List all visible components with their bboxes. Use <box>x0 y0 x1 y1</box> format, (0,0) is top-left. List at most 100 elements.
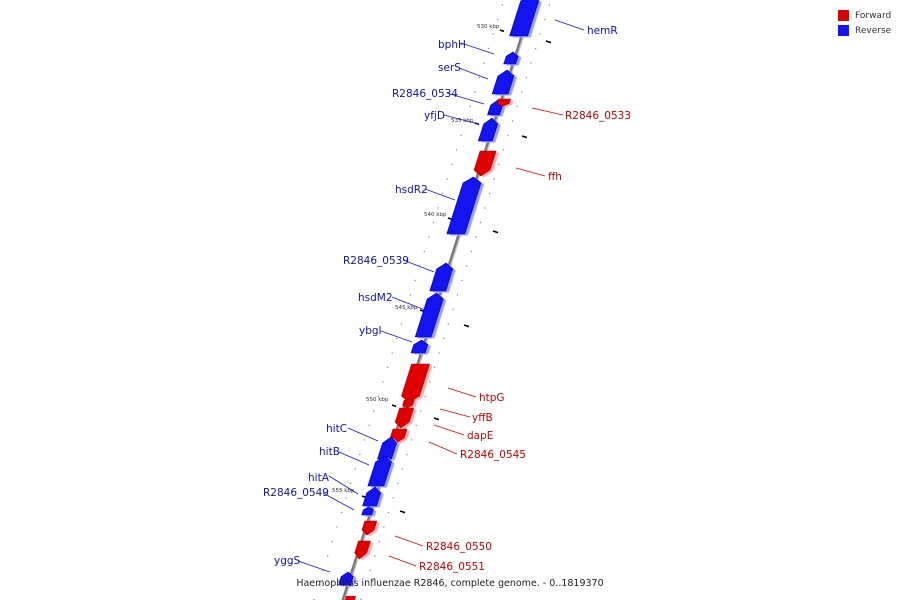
gene-leader-line <box>297 560 331 573</box>
gene-arrow-hsdR2[interactable] <box>446 176 482 235</box>
gene-leader-line <box>338 451 370 466</box>
minor-tick <box>483 62 485 64</box>
scale-tick <box>492 230 499 234</box>
gene-label-hsdM2[interactable]: hsdM2 <box>358 292 393 304</box>
gene-leader-line <box>380 330 413 343</box>
gene-leader-line <box>322 492 355 511</box>
gene-label-hitC[interactable]: hitC <box>326 423 347 435</box>
minor-tick <box>423 250 425 253</box>
minor-tick <box>400 323 402 325</box>
gene-label-yggS[interactable]: yggS <box>274 555 301 567</box>
scale-tick <box>521 135 528 139</box>
scale-tick <box>399 510 406 514</box>
gene-label-hitB[interactable]: hitB <box>319 446 340 458</box>
map-caption: Haemophilus influenzae R2846, complete g… <box>296 578 604 589</box>
scale-tick <box>433 417 440 421</box>
minor-tick <box>475 236 477 238</box>
gene-arrow-R2846_0539[interactable] <box>429 262 454 292</box>
minor-tick <box>446 178 448 180</box>
minor-tick <box>359 453 361 456</box>
minor-tick <box>387 511 390 514</box>
gene-leader-line <box>347 427 379 442</box>
gene-label-hemR[interactable]: hemR <box>587 25 618 37</box>
legend-item-reverse: Reverse <box>838 23 891 38</box>
gene-label-yfjD[interactable]: yfjD <box>424 110 445 122</box>
minor-tick <box>377 395 380 398</box>
gene-label-serS[interactable]: serS <box>438 62 461 74</box>
minor-tick <box>363 439 366 441</box>
gene-leader-line <box>394 535 424 547</box>
minor-tick <box>350 482 352 485</box>
gene-label-R2846_0539[interactable]: R2846_0539 <box>343 255 409 267</box>
scale-tick-label: 550 kbp <box>366 397 389 403</box>
gene-arrow-hemR[interactable] <box>509 0 540 37</box>
gene-arrow-hitB[interactable] <box>367 455 392 487</box>
gene-arrow-bphH[interactable] <box>503 51 519 65</box>
gene-arrow-R2846_0549[interactable] <box>361 506 374 516</box>
gene-arrow-R2846_0533[interactable] <box>496 98 512 107</box>
minor-tick <box>401 468 404 470</box>
gene-leader-line <box>402 259 435 273</box>
gene-leader-line <box>446 92 485 105</box>
gene-arrow-yfjD[interactable] <box>477 117 499 142</box>
gene-label-hitA[interactable]: hitA <box>308 472 330 484</box>
minor-tick <box>409 294 412 296</box>
gene-label-bphH[interactable]: bphH <box>438 39 466 51</box>
gene-leader-line <box>447 387 477 398</box>
minor-tick <box>441 192 444 195</box>
minor-tick <box>479 221 482 224</box>
minor-tick <box>460 134 462 137</box>
gene-arrow-hitA[interactable] <box>362 486 382 507</box>
minor-tick <box>511 120 514 122</box>
gene-arrow-R2846_0550[interactable] <box>361 520 378 536</box>
gene-label-R2846_0534[interactable]: R2846_0534 <box>392 88 458 100</box>
minor-tick <box>386 366 389 369</box>
gene-arrow-ffh[interactable] <box>473 150 497 177</box>
gene-label-dapE[interactable]: dapE <box>467 430 493 442</box>
gene-leader-line <box>531 107 564 116</box>
minor-tick <box>470 250 472 253</box>
gene-arrow-yffB[interactable] <box>402 399 415 409</box>
gene-label-R2846_0551[interactable]: R2846_0551 <box>419 561 485 573</box>
reverse-swatch <box>838 25 849 36</box>
gene-arrow-yggS[interactable] <box>338 571 354 586</box>
minor-tick <box>548 4 551 6</box>
minor-tick <box>369 569 371 572</box>
minor-tick <box>392 497 394 499</box>
gene-label-R2846_0533[interactable]: R2846_0533 <box>565 110 631 122</box>
gene-leader-line <box>424 188 456 201</box>
legend-forward-label: Forward <box>855 10 892 21</box>
minor-tick <box>382 381 384 383</box>
minor-tick <box>406 453 408 456</box>
gene-label-ybgI[interactable]: ybgI <box>359 325 382 337</box>
minor-tick <box>331 540 334 543</box>
gene-label-ffh[interactable]: ffh <box>548 171 562 183</box>
minor-tick <box>433 366 436 369</box>
gene-leader-line <box>433 424 465 436</box>
gene-label-htpG[interactable]: htpG <box>479 392 505 404</box>
minor-tick <box>397 482 399 485</box>
scale-tick-label: 545 kbp <box>395 305 418 311</box>
gene-arrow-serS[interactable] <box>491 69 515 95</box>
minor-tick <box>484 207 486 209</box>
gene-label-hsdR2[interactable]: hsdR2 <box>395 184 428 196</box>
minor-tick <box>391 352 393 354</box>
gene-arrow-hitC[interactable] <box>377 436 397 460</box>
minor-tick <box>442 337 445 340</box>
scale-tick <box>391 404 397 408</box>
minor-tick <box>497 18 499 21</box>
gene-label-R2846_0549[interactable]: R2846_0549 <box>263 487 329 499</box>
gene-arrow-htpG[interactable] <box>401 363 431 403</box>
gene-arrow-R2846_0551[interactable] <box>354 540 371 560</box>
gene-arrow-ybgI[interactable] <box>410 339 429 354</box>
gene-arrow-hsdM2[interactable] <box>414 292 444 338</box>
gene-label-yffB[interactable]: yffB <box>472 412 493 424</box>
gene-arrow-dapE[interactable] <box>394 407 415 429</box>
minor-tick <box>420 410 422 412</box>
scale-tick-label: 535 kbp <box>451 118 474 124</box>
minor-tick <box>364 584 367 586</box>
gene-leader-line <box>391 296 426 311</box>
gene-label-R2846_0545[interactable]: R2846_0545 <box>460 449 526 461</box>
gene-label-R2846_0550[interactable]: R2846_0550 <box>426 541 492 553</box>
legend-item-forward: Forward <box>838 8 891 23</box>
